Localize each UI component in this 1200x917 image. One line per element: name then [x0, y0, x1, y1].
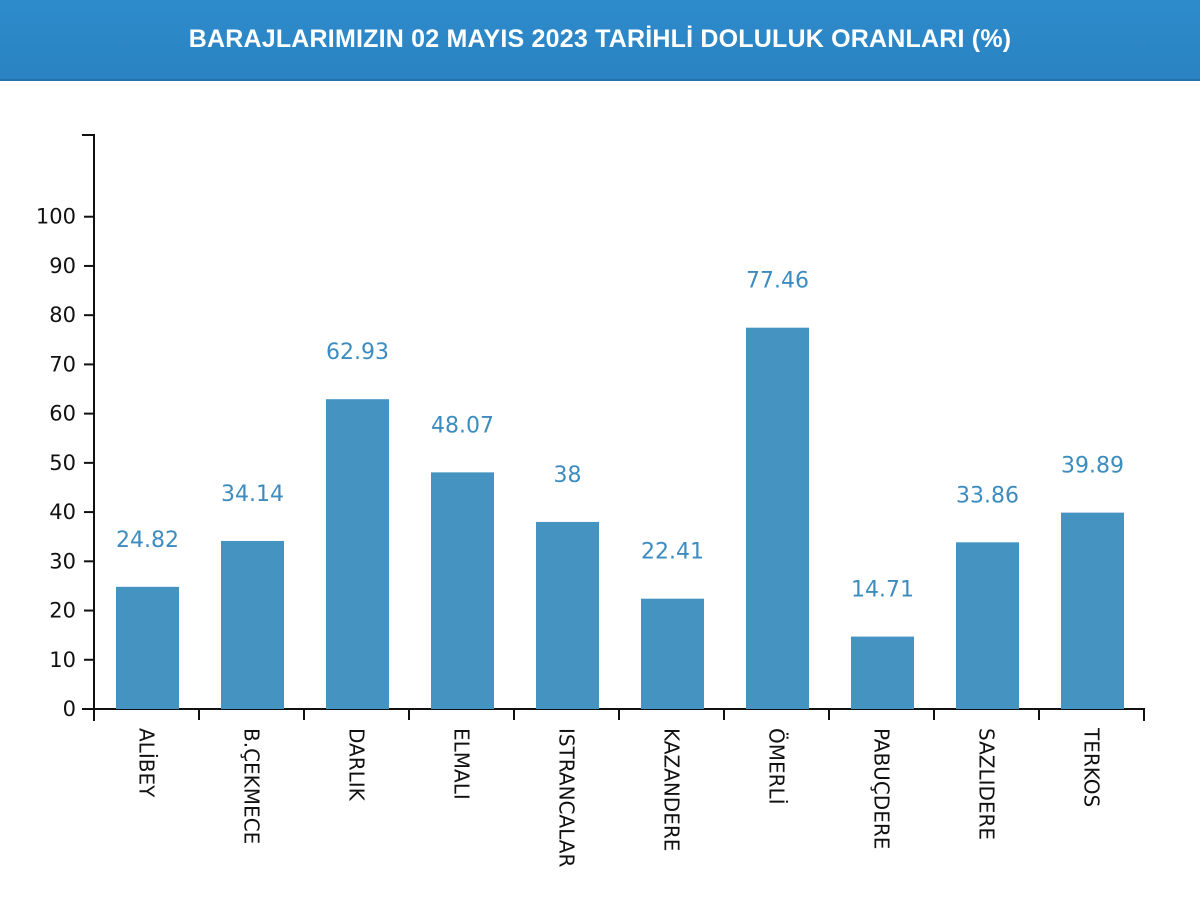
value-label: 77.46 [746, 269, 809, 294]
y-tick-label: 70 [49, 352, 76, 376]
chart-title: BARAJLARIMIZIN 02 MAYIS 2023 TARİHLİ DOL… [188, 25, 1012, 53]
y-tick-label: 100 [36, 205, 76, 229]
x-category-label: TERKOS [1080, 727, 1104, 807]
value-label: 48.07 [431, 413, 494, 438]
value-label: 34.14 [221, 482, 284, 507]
x-category-label: B.ÇEKMECE [240, 728, 264, 844]
bar-kazandere [641, 598, 704, 709]
y-tick-label: 80 [49, 303, 76, 327]
x-category-label: ELMALI [450, 728, 474, 800]
x-category-label: DARLIK [345, 728, 369, 802]
x-category-label: ALİBEY [135, 728, 159, 798]
y-tick-label: 30 [49, 549, 76, 573]
x-category-label: SAZLIDERE [975, 728, 999, 840]
header-banner: BARAJLARIMIZIN 02 MAYIS 2023 TARİHLİ DOL… [0, 0, 1200, 81]
value-label: 24.82 [116, 528, 179, 553]
value-label: 38 [554, 463, 582, 488]
bar-ali̇bey [116, 586, 179, 709]
x-category-label: ÖMERLİ [765, 728, 789, 805]
x-category-label: ISTRANCALAR [555, 728, 579, 867]
bar-darlik [326, 399, 389, 709]
bar-terkos [1061, 512, 1124, 709]
bar-b.çekmece [221, 540, 284, 709]
bar-pabuçdere [851, 636, 914, 709]
value-label: 14.71 [851, 578, 914, 603]
y-axis-line [82, 134, 95, 710]
value-label: 22.41 [641, 540, 704, 565]
x-category-label: KAZANDERE [660, 728, 684, 851]
bar-sazlidere [956, 542, 1019, 709]
value-label: 39.89 [1061, 454, 1124, 479]
y-tick-label: 50 [49, 451, 76, 475]
value-label: 33.86 [956, 483, 1019, 508]
y-tick-label: 90 [49, 254, 76, 278]
y-tick-label: 10 [49, 648, 76, 672]
bar-elmali [431, 472, 494, 709]
y-tick-label: 20 [49, 599, 76, 623]
x-category-label: PABUÇDERE [870, 728, 894, 849]
y-tick-label: 60 [49, 402, 76, 426]
value-label: 62.93 [326, 340, 389, 365]
bar-istrancalar [536, 521, 599, 709]
y-tick-label: 0 [63, 697, 76, 721]
bar-ömerli̇ [746, 327, 809, 709]
y-tick-label: 40 [49, 500, 76, 524]
